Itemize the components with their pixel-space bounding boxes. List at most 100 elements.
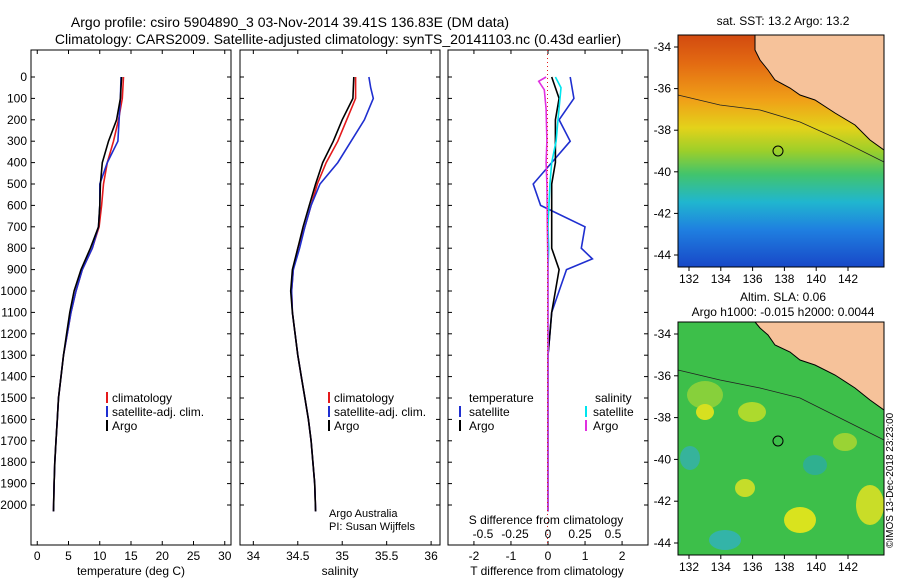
legend-swatch-sal-argo <box>585 420 587 431</box>
x-tick-label: 2 <box>619 549 626 563</box>
depth-tick-label: 300 <box>7 134 27 148</box>
sst-map: sat. SST: 13.2 Argo: 13.2 -34 -36 -38 -40 -4… <box>654 14 885 286</box>
salinity-plot-frame <box>239 49 441 546</box>
sla-lat-ticks: -34 -36 -38 -40 -42 -44 <box>654 327 678 550</box>
sla-argo-location-marker <box>772 435 784 447</box>
series-line-argo <box>289 76 355 512</box>
x-tick-label: 5 <box>65 549 72 563</box>
s-difference-tick-label: 0.25 <box>568 527 592 541</box>
lat-tick-label: -42 <box>654 206 672 220</box>
lat-tick-label: -36 <box>654 369 672 383</box>
sst-map-title: sat. SST: 13.2 Argo: 13.2 <box>717 14 850 28</box>
depth-tick-label: 0 <box>20 70 27 84</box>
legend-swatch-temp-satellite <box>459 406 461 417</box>
x-tick-label: 25 <box>187 549 201 563</box>
legend-title-temperature: temperature <box>469 391 534 405</box>
temperature-series <box>52 76 125 512</box>
sst-lat-ticks: -34 -36 -38 -40 -42 -44 <box>654 40 678 262</box>
depth-tick-label: 500 <box>7 177 27 191</box>
lon-tick-label: 138 <box>774 560 794 574</box>
sla-lon-ticks: 132 134 136 138 140 142 <box>679 555 858 574</box>
figure-title-line2: Climatology: CARS2009. Satellite-adjuste… <box>55 31 621 47</box>
series-line-climatology <box>290 77 357 512</box>
lat-tick-label: -34 <box>654 327 672 341</box>
depth-tick-label: 800 <box>7 241 27 255</box>
legend-label-temp-satellite: satellite <box>469 405 510 419</box>
x-tick-label: 30 <box>218 549 232 563</box>
difference-axis-label: T difference from climatology <box>470 564 624 578</box>
depth-tick-label: 1900 <box>0 477 27 491</box>
sla-map-title-line1: Altim. SLA: 0.06 <box>740 290 826 304</box>
legend-swatch-argo <box>106 420 108 431</box>
s-difference-ticks: -0.5 -0.25 0 0.25 0.5 <box>473 527 622 541</box>
sla-anomaly-blobs <box>680 381 884 550</box>
lon-tick-label: 132 <box>679 560 699 574</box>
depth-tick-label: 1700 <box>0 434 27 448</box>
lon-tick-label: 140 <box>806 560 826 574</box>
x-tick-label: 15 <box>124 549 138 563</box>
depth-tick-label: 200 <box>7 113 27 127</box>
salinity-legend: climatology satellite-adj. clim. Argo Ar… <box>328 391 426 533</box>
legend-swatch-sal-satellite <box>585 406 587 417</box>
series-line-salinity-argo <box>537 76 549 512</box>
series-line-satellite-adj-clim- <box>52 76 122 512</box>
s-difference-axis-label: S difference from climatology <box>469 513 624 527</box>
lon-tick-label: 140 <box>806 272 826 286</box>
legend-label-sal-satellite: satellite <box>593 405 634 419</box>
lon-tick-label: 142 <box>838 560 858 574</box>
s-difference-tick-label: 0 <box>545 527 552 541</box>
sla-map-title-line2: Argo h1000: -0.015 h2000: 0.0044 <box>692 305 875 319</box>
legend-label-satellite: satellite-adj. clim. <box>112 405 204 419</box>
lon-tick-label: 136 <box>743 560 763 574</box>
sst-contour <box>677 94 885 163</box>
sla-map-frame <box>677 321 885 556</box>
difference-series <box>532 50 594 545</box>
sla-map: Altim. SLA: 0.06 Argo h1000: -0.015 h200… <box>654 290 885 574</box>
legend-swatch-climatology <box>328 392 330 403</box>
sst-argo-location-marker <box>772 145 784 157</box>
depth-tick-label: 2000 <box>0 498 27 512</box>
salinity-series <box>289 76 375 512</box>
depth-tick-label: 1200 <box>0 327 27 341</box>
credit-pi: PI: Susan Wijffels <box>329 521 415 533</box>
depth-tick-label: 1600 <box>0 412 27 426</box>
difference-legend: temperature satellite Argo salinity sate… <box>459 391 634 527</box>
legend-label-sal-argo: Argo <box>593 419 619 433</box>
depth-tick-label: 100 <box>7 91 27 105</box>
lat-tick-label: -38 <box>654 411 672 425</box>
temperature-legend: climatology satellite-adj. clim. Argo <box>106 391 204 433</box>
x-tick-label: 0 <box>545 549 552 563</box>
salinity-x-axis: 34 34.5 35 35.5 36 <box>247 50 438 563</box>
salinity-axis-label: salinity <box>322 564 359 578</box>
lon-tick-label: 132 <box>679 272 699 286</box>
legend-swatch-argo <box>328 420 330 431</box>
x-tick-label: 0 <box>34 549 41 563</box>
imos-stamp: ©IMOS 13-Dec-2018 23:23:00 <box>885 412 896 548</box>
depth-tick-label: 900 <box>7 263 27 277</box>
lat-tick-label: -40 <box>654 165 672 179</box>
depth-tick-label: 1000 <box>0 284 27 298</box>
lat-tick-label: -42 <box>654 494 672 508</box>
lat-tick-label: -44 <box>654 536 672 550</box>
s-difference-tick-label: -0.5 <box>473 527 494 541</box>
x-tick-label: -1 <box>506 549 517 563</box>
x-tick-label: 35 <box>336 549 350 563</box>
series-line-climatology <box>52 76 125 512</box>
sst-land <box>754 34 885 151</box>
depth-tick-label: 1400 <box>0 370 27 384</box>
difference-x-axis: -2 -1 0 1 2 <box>469 50 626 563</box>
x-tick-label: -2 <box>469 549 480 563</box>
sst-lon-ticks: 132 134 136 138 140 142 <box>679 267 858 286</box>
lon-tick-label: 134 <box>711 560 731 574</box>
legend-label-temp-argo: Argo <box>469 419 495 433</box>
credit-argo-australia: Argo Australia <box>329 508 398 520</box>
legend-swatch-satellite <box>106 406 108 417</box>
temperature-x-axis: 0 5 10 15 20 25 30 <box>34 50 232 563</box>
x-tick-label: 10 <box>93 549 107 563</box>
legend-label-satellite: satellite-adj. clim. <box>334 405 426 419</box>
lon-tick-label: 138 <box>774 272 794 286</box>
depth-tick-label: 1300 <box>0 348 27 362</box>
depth-tick-label: 1800 <box>0 455 27 469</box>
lat-tick-label: -36 <box>654 82 672 96</box>
